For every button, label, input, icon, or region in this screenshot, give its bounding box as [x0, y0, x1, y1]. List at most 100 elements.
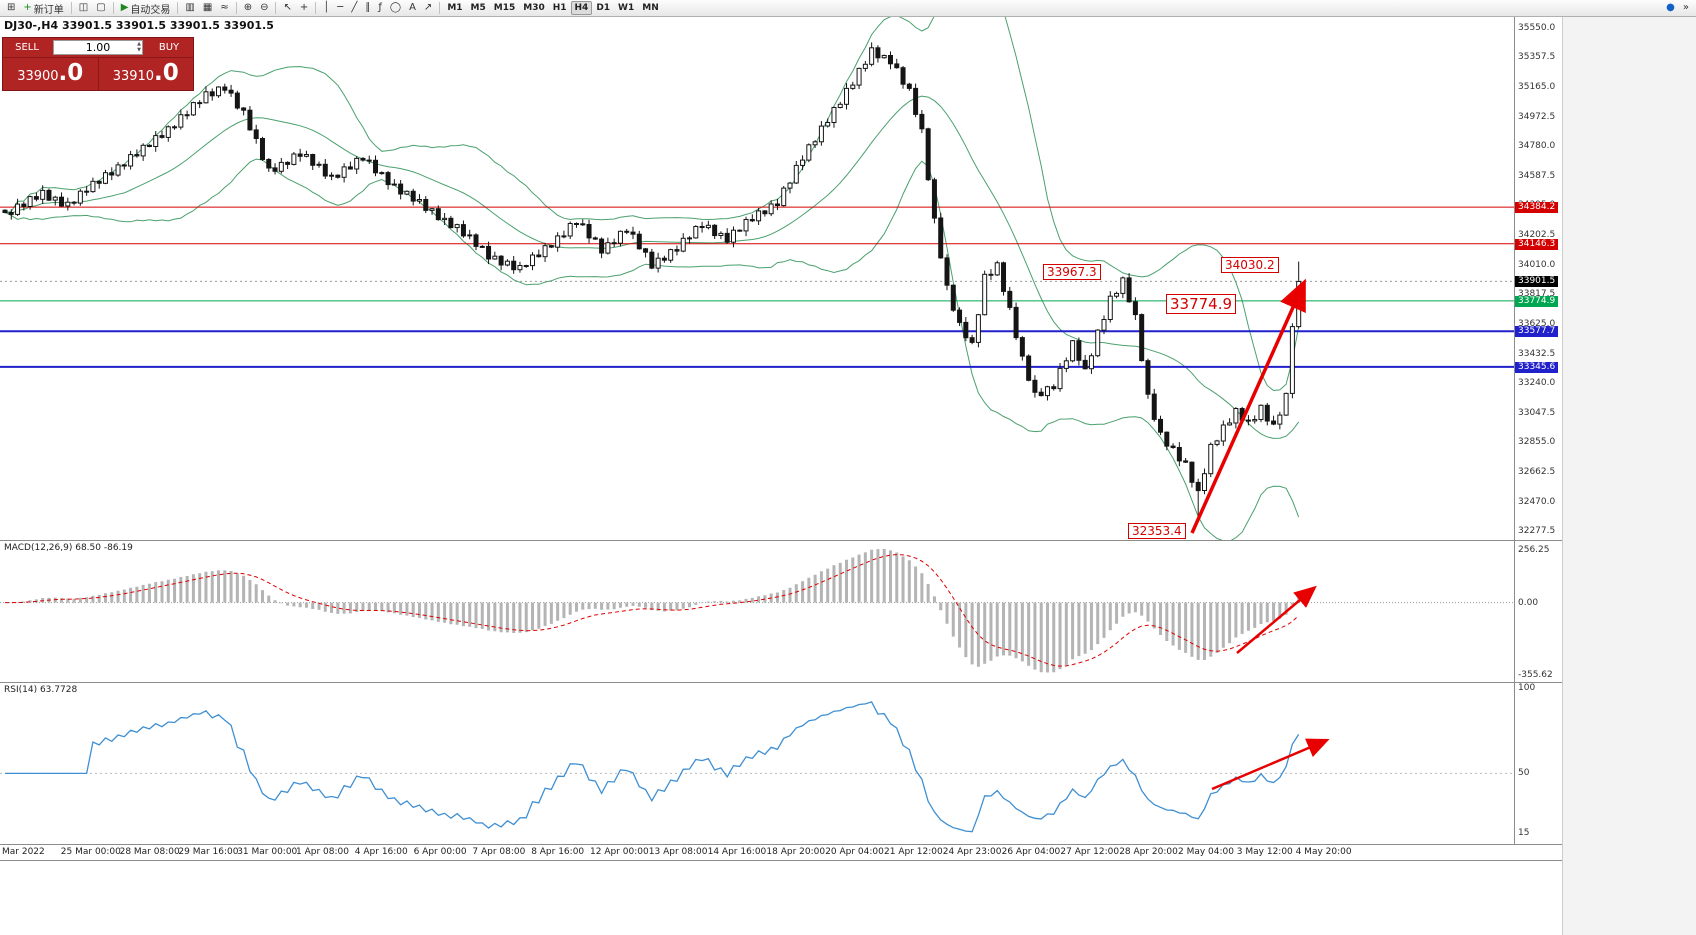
- arrow-tool-icon: ↗: [423, 2, 433, 13]
- vline-button[interactable]: │: [319, 1, 333, 15]
- tf-mn-button[interactable]: MN: [638, 1, 663, 15]
- time-tick: 31 Mar 00:00: [237, 847, 298, 857]
- crosshair-button[interactable]: +: [296, 1, 312, 15]
- price-level-label: 34384.2: [1515, 202, 1559, 214]
- price-level-label: 33345.6: [1515, 361, 1559, 373]
- price-label-annotation[interactable]: 34030.2: [1221, 257, 1279, 274]
- price-tick: 34010.0: [1518, 259, 1556, 270]
- main-chart-plot[interactable]: DJ30-,H4 33901.5 33901.5 33901.5 33901.5…: [0, 17, 1514, 540]
- spin-up-icon[interactable]: ▲: [137, 41, 141, 47]
- tf-w1-button[interactable]: W1: [614, 1, 638, 15]
- new-order-button[interactable]: + 新订单: [19, 1, 67, 16]
- macd-plot[interactable]: MACD(12,26,9) 68.50 -86.19: [0, 541, 1514, 682]
- time-tick: 28 Mar 08:00: [119, 847, 180, 857]
- shapes-icon: ◯: [389, 2, 402, 13]
- tf-m5-button[interactable]: M5: [467, 1, 490, 15]
- macd-signal-line: [4, 554, 1300, 667]
- time-tick: 8 Apr 16:00: [531, 847, 585, 857]
- rsi-tick: 100: [1518, 683, 1536, 694]
- time-tick: 13 Apr 08:00: [648, 847, 708, 857]
- bottom-filler: [0, 861, 1562, 935]
- toolbar-separator: [275, 2, 277, 14]
- text-button[interactable]: A: [405, 1, 420, 15]
- time-tick: 1 Apr 08:00: [296, 847, 349, 857]
- autotrade-button[interactable]: ▶ 自动交易: [117, 1, 175, 16]
- line-chart-button[interactable]: ≈: [216, 1, 232, 15]
- time-tick: 6 Apr 00:00: [413, 847, 467, 857]
- toolbar-separator: [70, 2, 72, 14]
- tf-m1-button[interactable]: M1: [443, 1, 466, 15]
- price-label-annotation[interactable]: 32353.4: [1128, 523, 1186, 540]
- bar-chart-button[interactable]: ▥: [181, 1, 198, 15]
- vline-icon: │: [323, 2, 330, 13]
- chart-profiles-button[interactable]: ◫: [75, 1, 92, 15]
- sell-button[interactable]: SELL: [15, 42, 39, 53]
- time-tick: 24 Apr 23:00: [942, 847, 1002, 857]
- tf-m5-button-label: M5: [470, 3, 486, 13]
- price-tick: 35357.5: [1518, 52, 1556, 63]
- buy-button[interactable]: BUY: [158, 42, 180, 53]
- tf-h4-button[interactable]: H4: [570, 1, 593, 15]
- rsi-trend-arrow: [1211, 738, 1330, 791]
- channel-icon: ∥: [365, 2, 371, 13]
- tf-h1-button[interactable]: H1: [549, 1, 571, 15]
- zoom-out-button[interactable]: ⊖: [256, 1, 272, 15]
- price-axis[interactable]: 35550.0 35357.5 35165.0 34972.5 34780.0 34587…: [1514, 17, 1562, 540]
- window-cascade-button[interactable]: ▢: [92, 1, 109, 15]
- chart-profiles-icon: ◫: [78, 2, 89, 13]
- price-tick: 35165.0: [1518, 82, 1556, 92]
- time-tick: 18 Apr 20:00: [766, 847, 826, 857]
- fibonacci-button[interactable]: ƒ: [374, 1, 386, 15]
- tf-m15-button[interactable]: M15: [490, 1, 519, 15]
- tf-h1-button-label: H1: [552, 3, 567, 13]
- hline-button[interactable]: ─: [333, 1, 347, 15]
- arrow-tool-button[interactable]: ↗: [420, 1, 436, 15]
- macd-axis[interactable]: 256.25 0.00 -355.62: [1514, 541, 1562, 682]
- zoom-in-icon: ⊕: [243, 2, 253, 13]
- volume-spinner[interactable]: ▲ ▼: [137, 42, 141, 53]
- right-gutter: [1562, 17, 1696, 935]
- toolbar-overflow-chevron[interactable]: »: [1679, 1, 1693, 15]
- price-label-annotation[interactable]: 33774.9: [1166, 294, 1237, 314]
- rsi-axis[interactable]: 100 50 15: [1514, 683, 1562, 844]
- candle-chart-button[interactable]: ▦: [199, 1, 216, 15]
- rsi-panel: RSI(14) 63.7728 100 50 15: [0, 683, 1562, 845]
- time-axis[interactable]: Mar 2022 25 Mar 00:00 28 Mar 08:00 29 Mar 1…: [0, 845, 1562, 861]
- price-tick: 32855.0: [1518, 437, 1556, 448]
- channel-button[interactable]: ∥: [361, 1, 374, 15]
- macd-histogram: [9, 549, 1301, 673]
- new-chart-button[interactable]: ⊞: [3, 1, 19, 15]
- macd-tick: 256.25: [1518, 545, 1550, 555]
- buy-price-button[interactable]: 33910.0: [97, 58, 194, 90]
- price-tick: 33240.0: [1518, 378, 1556, 389]
- rsi-chart[interactable]: [0, 683, 1514, 844]
- macd-chart[interactable]: [0, 541, 1514, 682]
- toolbar-overflow-chevron-icon: »: [1682, 2, 1689, 13]
- bollinger-upper-band: [4, 17, 1300, 392]
- tf-w1-button-label: W1: [618, 3, 635, 13]
- time-tick: 20 Apr 04:00: [825, 847, 884, 857]
- time-tick: 3 May 12:00: [1236, 847, 1293, 857]
- spin-down-icon[interactable]: ▼: [137, 47, 141, 53]
- price-tick: 32277.5: [1518, 526, 1556, 537]
- candlestick-chart[interactable]: [0, 17, 1514, 540]
- price-tick: 32662.5: [1518, 467, 1556, 477]
- tf-m30-button[interactable]: M30: [519, 1, 548, 15]
- sell-price-button[interactable]: 33900.0: [3, 58, 98, 90]
- time-tick: 12 Apr 00:00: [590, 847, 649, 857]
- macd-trend-arrow: [1236, 585, 1317, 654]
- time-tick: 27 Apr 12:00: [1060, 847, 1120, 857]
- shapes-button[interactable]: ◯: [386, 1, 405, 15]
- tf-d1-button[interactable]: D1: [592, 1, 614, 15]
- zoom-in-button[interactable]: ⊕: [240, 1, 256, 15]
- rsi-plot[interactable]: RSI(14) 63.7728: [0, 683, 1514, 844]
- help-icon[interactable]: ●: [1662, 1, 1679, 15]
- volume-input[interactable]: 1.00 ▲ ▼: [53, 40, 143, 55]
- time-tick: 26 Apr 04:00: [1001, 847, 1061, 857]
- price-tick: 34202.5: [1518, 230, 1556, 241]
- time-tick: 14 Apr 16:00: [707, 847, 767, 857]
- cursor-button[interactable]: ↖: [279, 1, 295, 15]
- price-label-annotation[interactable]: 33967.3: [1043, 264, 1101, 281]
- price-tick: 32470.0: [1518, 496, 1556, 507]
- trendline-button[interactable]: ╱: [347, 1, 361, 15]
